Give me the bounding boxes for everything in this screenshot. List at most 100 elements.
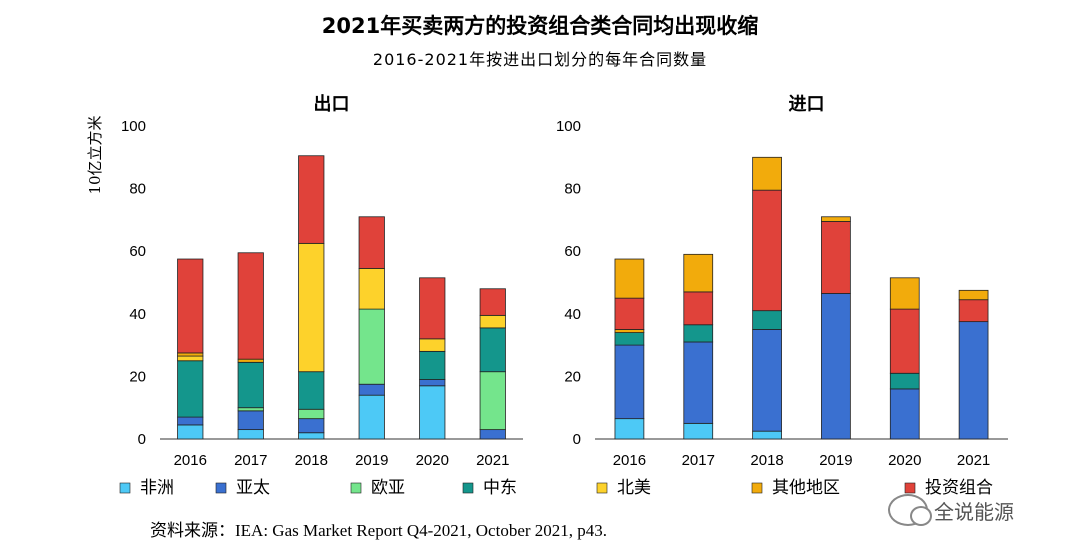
x-tick-label: 2016: [613, 452, 646, 469]
legend-label-欧亚: 欧亚: [371, 478, 405, 498]
y-axis-label: 10亿立方米: [86, 115, 104, 194]
bar-segment-投资组合-2017: [683, 291, 714, 326]
bar-segment-北美-2016: [177, 355, 204, 362]
bar-segment-投资组合-2016: [177, 258, 204, 354]
bar-segment-投资组合-2019: [358, 216, 385, 269]
bar-segment-投资组合-2018: [298, 155, 325, 244]
bar-segment-中东-2020: [419, 350, 446, 380]
bar-segment-其他地区-2016: [177, 352, 204, 357]
bar-segment-亚太-2019: [821, 293, 851, 440]
bar-segment-非洲-2017: [237, 429, 264, 440]
bar-segment-投资组合-2020: [889, 308, 920, 374]
y-tick-label: 0: [138, 431, 146, 448]
chart-title: 2021年买卖两方的投资组合类合同均出现收缩: [321, 14, 759, 38]
source-note: 资料来源：IEA: Gas Market Report Q4-2021, Oct…: [150, 521, 608, 540]
legend-label-北美: 北美: [617, 478, 651, 498]
legend-swatch-北美: [596, 482, 608, 494]
bar-segment-非洲-2017: [683, 422, 714, 440]
bar-segment-欧亚-2018: [298, 408, 325, 420]
bar-segment-亚太-2021: [479, 429, 506, 440]
bar-segment-亚太-2016: [614, 344, 645, 420]
bar-segment-中东-2017: [683, 324, 714, 343]
y-tick-label: 40: [564, 306, 581, 323]
bar-segment-投资组合-2021: [479, 288, 506, 316]
bar-segment-欧亚-2017: [237, 407, 264, 412]
bar-segment-亚太-2018: [752, 329, 782, 432]
panel-title-0: 出口: [314, 93, 350, 115]
y-tick-label: 40: [129, 306, 146, 323]
bar-segment-其他地区-2016: [614, 258, 645, 299]
bar-segment-北美-2020: [419, 338, 446, 352]
legend-label-中东: 中东: [483, 478, 517, 498]
bar-segment-欧亚-2019: [358, 308, 385, 385]
legend-swatch-投资组合: [904, 482, 916, 494]
y-tick-label: 100: [121, 118, 146, 135]
x-tick-label: 2020: [416, 452, 449, 469]
x-tick-label: 2021: [957, 452, 990, 469]
bar-segment-其他地区-2016: [614, 329, 645, 333]
bar-segment-亚太-2020: [419, 379, 446, 387]
legend-swatch-非洲: [119, 482, 131, 494]
y-tick-label: 0: [573, 431, 581, 448]
bar-segment-投资组合-2016: [614, 297, 645, 330]
bar-segment-中东-2016: [614, 332, 645, 346]
watermark: 全说能源: [888, 494, 1014, 526]
bar-segment-亚太-2020: [889, 388, 920, 440]
x-tick-label: 2018: [750, 452, 783, 469]
bar-segment-其他地区-2017: [237, 358, 264, 363]
bar-segment-中东-2018: [298, 371, 325, 410]
watermark-text: 全说能源: [934, 499, 1014, 524]
y-tick-label: 20: [129, 368, 146, 385]
x-tick-label: 2019: [355, 452, 388, 469]
bar-segment-亚太-2017: [683, 341, 714, 424]
legend-label-非洲: 非洲: [140, 478, 174, 498]
bar-segment-北美-2021: [479, 314, 506, 329]
legend-label-投资组合: 投资组合: [925, 478, 993, 498]
y-tick-label: 80: [564, 181, 581, 198]
bar-segment-非洲-2018: [298, 432, 325, 440]
bar-segment-投资组合-2017: [237, 252, 264, 360]
bar-segment-中东-2016: [177, 360, 204, 418]
bar-segment-非洲-2018: [752, 430, 782, 440]
bar-segment-其他地区-2020: [889, 277, 920, 310]
bar-segment-其他地区-2021: [958, 289, 989, 301]
y-tick-label: 60: [564, 243, 581, 260]
bar-segment-欧亚-2021: [479, 371, 506, 431]
bar-segment-其他地区-2018: [752, 156, 782, 191]
bar-segment-投资组合-2019: [821, 221, 851, 294]
x-tick-label: 2017: [234, 452, 267, 469]
x-tick-label: 2017: [682, 452, 715, 469]
x-tick-label: 2019: [819, 452, 852, 469]
legend-swatch-中东: [462, 482, 474, 494]
bar-segment-中东-2021: [479, 327, 506, 373]
bar-segment-非洲-2016: [177, 424, 204, 440]
bar-segment-其他地区-2017: [683, 253, 714, 293]
legend-swatch-亚太: [215, 482, 227, 494]
panel-title-1: 进口: [789, 94, 825, 115]
bar-segment-中东-2018: [752, 310, 782, 330]
x-tick-label: 2021: [476, 452, 509, 469]
bar-segment-亚太-2016: [177, 416, 204, 426]
chart-subtitle: 2016-2021年按进出口划分的每年合同数量: [372, 50, 708, 69]
bar-segment-亚太-2017: [237, 410, 264, 431]
bar-segment-北美-2018: [298, 242, 325, 373]
y-tick-label: 80: [129, 181, 146, 198]
bar-segment-非洲-2016: [614, 418, 645, 440]
legend-label-其他地区: 其他地区: [772, 478, 840, 498]
x-tick-label: 2020: [888, 452, 921, 469]
wechat-icon: [888, 494, 932, 526]
bar-segment-投资组合-2020: [419, 277, 446, 340]
bar-segment-非洲-2019: [358, 394, 385, 440]
bar-segment-中东-2020: [889, 372, 920, 390]
bar-segment-亚太-2018: [298, 418, 325, 434]
y-tick-label: 100: [556, 118, 581, 135]
bar-segment-亚太-2021: [958, 321, 989, 440]
bar-segment-中东-2017: [237, 361, 264, 409]
bar-segment-投资组合-2021: [958, 299, 989, 323]
bar-segment-其他地区-2019: [821, 216, 851, 222]
bar-segment-非洲-2020: [419, 385, 446, 440]
y-tick-label: 60: [129, 243, 146, 260]
y-tick-label: 20: [564, 368, 581, 385]
bar-segment-投资组合-2018: [752, 189, 782, 312]
